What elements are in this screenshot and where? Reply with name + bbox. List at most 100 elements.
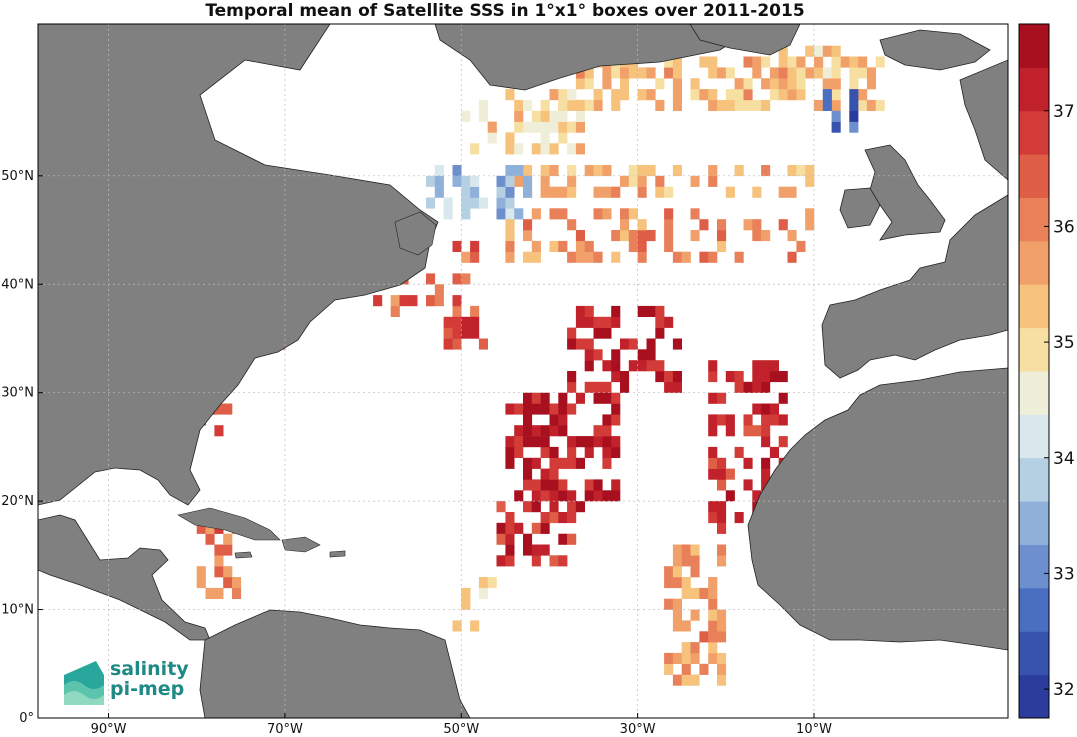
lon-tick-label: 70°W [267, 722, 303, 737]
sss-cell [717, 674, 727, 686]
sss-cell [805, 67, 815, 79]
sss-cell [655, 78, 665, 90]
sss-cell [602, 67, 612, 79]
sss-cell [505, 544, 515, 556]
sss-cell [787, 230, 797, 242]
sss-cell [584, 381, 594, 393]
sss-cell [672, 251, 682, 263]
sss-cell [470, 620, 480, 632]
sss-cell [664, 371, 674, 383]
sss-cell [655, 327, 665, 339]
sss-cell [373, 295, 383, 307]
sss-cell [743, 457, 753, 469]
sss-cell [778, 436, 788, 448]
sss-cell [725, 414, 735, 426]
sss-cell [681, 642, 691, 654]
sss-cell [540, 132, 550, 144]
sss-cell [523, 251, 533, 263]
sss-cell [699, 663, 709, 675]
sss-cell [602, 446, 612, 458]
sss-cell [540, 446, 550, 458]
sss-cell [664, 663, 674, 675]
sss-cell [223, 544, 233, 556]
sss-cell [637, 165, 647, 177]
sss-cell [575, 338, 585, 350]
sss-cell [743, 414, 753, 426]
land-africa [747, 367, 1008, 651]
sss-cell [549, 110, 559, 122]
sss-cell [752, 219, 762, 231]
sss-cell [505, 522, 515, 534]
sss-cell [443, 316, 453, 328]
sss-cell [734, 371, 744, 383]
sss-cell [523, 219, 533, 231]
sss-cell [540, 490, 550, 502]
sss-cell [531, 403, 541, 415]
sss-cell [664, 316, 674, 328]
sss-cell [611, 230, 621, 242]
land-cuba [177, 507, 281, 541]
sss-cell [708, 251, 718, 263]
sss-cell [549, 490, 559, 502]
sss-cell [505, 436, 515, 448]
sss-cell [549, 121, 559, 133]
sss-cell [672, 674, 682, 686]
sss-cell [593, 165, 603, 177]
sss-cell [487, 121, 497, 133]
sss-cell [778, 56, 788, 68]
latitude-ticks: 0° 10°N 20°N 30°N 40°N 50°N [1, 169, 43, 726]
sss-cell [875, 99, 885, 111]
sss-cell [734, 89, 744, 101]
sss-cell [752, 186, 762, 198]
sss-cell [505, 89, 515, 101]
sss-cell [540, 121, 550, 133]
sss-cell [540, 425, 550, 437]
sss-cell [664, 598, 674, 610]
sss-cell [805, 208, 815, 220]
sss-cell [761, 414, 771, 426]
sss-cell [814, 56, 824, 68]
sss-cell [523, 414, 533, 426]
sss-cell [822, 45, 832, 57]
sss-cell [725, 89, 735, 101]
sss-cell [452, 327, 462, 339]
sss-cell [205, 533, 215, 545]
sss-cell [452, 175, 462, 187]
sss-cell [540, 165, 550, 177]
sss-cell [672, 652, 682, 664]
sss-cell [461, 327, 471, 339]
sss-cell [390, 305, 400, 317]
sss-cell [461, 110, 471, 122]
sss-cell [866, 78, 876, 90]
sss-cell [558, 392, 568, 404]
sss-cell [646, 338, 656, 350]
sss-cell [849, 99, 859, 111]
sss-cell [637, 305, 647, 317]
sss-cell [470, 175, 480, 187]
sss-cell [743, 219, 753, 231]
sss-cell [584, 251, 594, 263]
sss-cell [620, 371, 630, 383]
sss-cell [575, 436, 585, 448]
sss-cell [708, 620, 718, 632]
sss-cell [593, 99, 603, 111]
lon-tick-label: 90°W [91, 722, 127, 737]
colorbar-tick-label: 34 [1053, 449, 1075, 469]
sss-cell [866, 99, 876, 111]
sss-cell [628, 175, 638, 187]
colorbar-segment [1019, 587, 1049, 632]
sss-cell [584, 99, 594, 111]
sss-cell [531, 436, 541, 448]
sss-cell [531, 490, 541, 502]
sss-cell [778, 392, 788, 404]
sss-cell [558, 99, 568, 111]
sss-cell [681, 620, 691, 632]
sss-cell [584, 349, 594, 361]
sss-cell [646, 165, 656, 177]
sss-cell [752, 56, 762, 68]
sss-cell [478, 587, 488, 599]
sss-cell [672, 577, 682, 589]
longitude-ticks: 90°W 70°W 50°W 30°W 10°W [91, 713, 832, 737]
sss-cell [575, 316, 585, 328]
